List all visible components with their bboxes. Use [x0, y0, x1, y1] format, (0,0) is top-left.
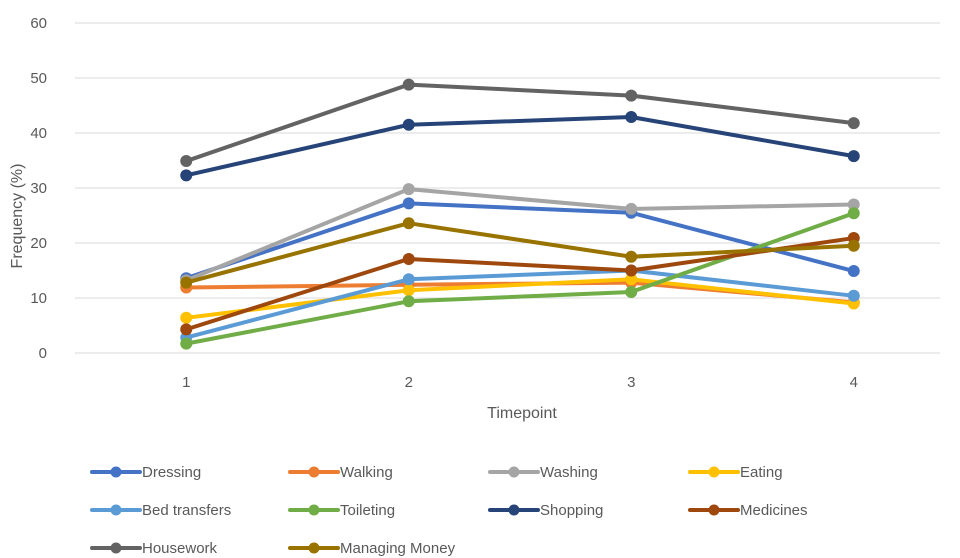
series-dressing — [180, 197, 860, 285]
series-washing — [180, 183, 860, 287]
y-axis-ticks: 0 10 20 30 40 50 60 — [30, 15, 47, 362]
series-line-toileting — [184, 211, 856, 346]
data-point-medicines — [180, 323, 193, 336]
legend-item-eating: Eating — [688, 464, 783, 481]
data-point-housework — [625, 89, 638, 102]
data-point-managing-money — [847, 239, 860, 252]
data-point-toileting — [402, 295, 415, 308]
y-tick-label: 30 — [30, 180, 47, 197]
legend-item-dressing: Dressing — [90, 464, 201, 481]
y-tick-label: 60 — [30, 15, 47, 32]
data-point-washing — [625, 202, 638, 215]
legend-item-housework: Housework — [90, 540, 218, 557]
series-line-housework — [184, 82, 856, 164]
data-point-toileting — [625, 285, 638, 298]
series-line-managing-money — [184, 221, 856, 285]
legend: Dressing Walking Washing Eating Bed transfer… — [90, 464, 808, 557]
legend-marker — [308, 466, 320, 478]
y-tick-label: 20 — [30, 235, 47, 252]
legend-marker — [508, 504, 520, 516]
x-tick-label: 4 — [850, 374, 858, 391]
legend-label: Washing — [540, 464, 598, 481]
legend-item-washing: Washing — [488, 464, 598, 481]
data-point-medicines — [625, 264, 638, 277]
y-tick-label: 50 — [30, 70, 47, 87]
data-point-housework — [847, 117, 860, 130]
legend-label: Eating — [740, 464, 783, 481]
data-point-washing — [402, 183, 415, 196]
data-point-bed-transfers — [847, 289, 860, 302]
data-point-shopping — [402, 118, 415, 131]
data-point-toileting — [847, 207, 860, 220]
data-point-eating — [180, 311, 193, 324]
series-line-bed-transfers — [184, 268, 856, 340]
gridlines — [75, 22, 940, 354]
legend-label: Managing Money — [340, 540, 456, 557]
data-point-toileting — [180, 337, 193, 350]
data-point-shopping — [180, 169, 193, 182]
y-tick-label: 10 — [30, 290, 47, 307]
series-medicines — [180, 232, 860, 336]
legend-marker — [508, 466, 520, 478]
data-point-managing-money — [402, 217, 415, 230]
legend-marker — [708, 466, 720, 478]
series-housework — [180, 78, 860, 168]
legend-marker — [308, 542, 320, 554]
legend-label: Housework — [142, 540, 218, 557]
data-point-dressing — [402, 197, 415, 210]
series-line-washing — [184, 187, 856, 283]
legend-item-shopping: Shopping — [488, 502, 603, 519]
x-axis-ticks: 1 2 3 4 — [182, 374, 858, 391]
legend-label: Bed transfers — [142, 502, 231, 519]
series-line-dressing — [184, 201, 856, 281]
data-point-shopping — [625, 111, 638, 124]
data-point-managing-money — [625, 250, 638, 263]
data-point-dressing — [847, 265, 860, 278]
legend-label: Walking — [340, 464, 393, 481]
legend-marker — [110, 542, 122, 554]
legend-item-bed-transfers: Bed transfers — [90, 502, 231, 519]
y-axis-title: Frequency (%) — [9, 164, 26, 269]
legend-label: Medicines — [740, 502, 808, 519]
data-point-housework — [180, 155, 193, 168]
legend-label: Toileting — [340, 502, 395, 519]
series-lines — [180, 78, 860, 350]
x-tick-label: 3 — [627, 374, 635, 391]
data-point-bed-transfers — [402, 273, 415, 286]
x-tick-label: 1 — [182, 374, 190, 391]
legend-marker — [110, 466, 122, 478]
series-line-medicines — [184, 236, 856, 332]
y-tick-label: 0 — [39, 345, 47, 362]
y-tick-label: 40 — [30, 125, 47, 142]
data-point-medicines — [402, 252, 415, 265]
data-point-managing-money — [180, 276, 193, 289]
data-point-housework — [402, 78, 415, 91]
legend-label: Shopping — [540, 502, 603, 519]
series-line-eating — [184, 277, 856, 320]
data-point-shopping — [847, 150, 860, 163]
series-toileting — [180, 207, 860, 350]
legend-item-medicines: Medicines — [688, 502, 808, 519]
series-line-shopping — [184, 115, 856, 178]
legend-item-managing-money: Managing Money — [288, 540, 456, 557]
legend-marker — [708, 504, 720, 516]
legend-marker — [308, 504, 320, 516]
legend-item-walking: Walking — [288, 464, 393, 481]
x-axis-title: Timepoint — [487, 405, 557, 422]
data-point-eating — [402, 284, 415, 297]
legend-marker — [110, 504, 122, 516]
x-tick-label: 2 — [405, 374, 413, 391]
legend-item-toileting: Toileting — [288, 502, 395, 519]
series-managing-money — [180, 217, 860, 289]
legend-label: Dressing — [142, 464, 201, 481]
series-shopping — [180, 111, 860, 182]
